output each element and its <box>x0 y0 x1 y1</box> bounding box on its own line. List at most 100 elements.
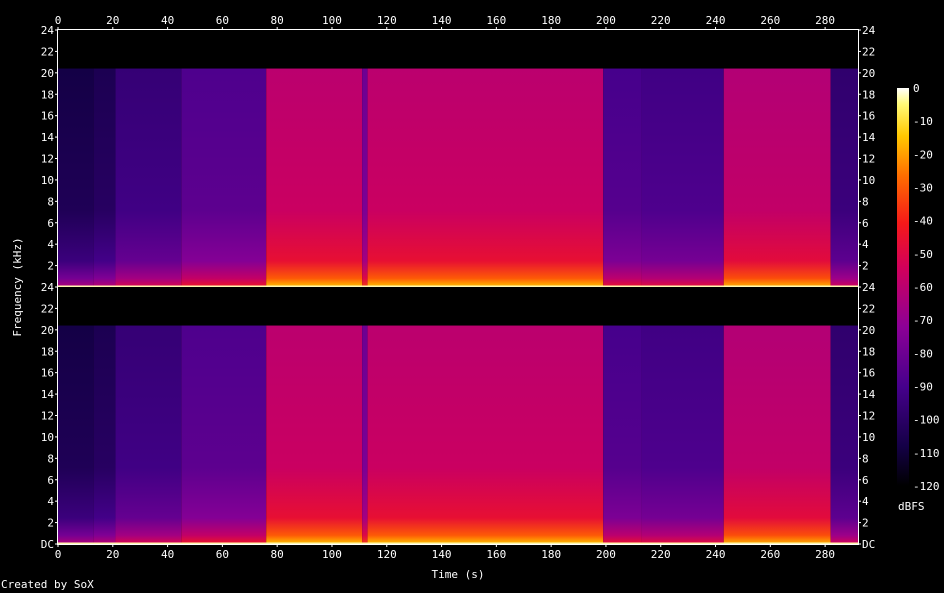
channel-1-segment-8 <box>641 68 724 287</box>
y-axis-label: Frequency (kHz) <box>11 237 24 336</box>
y-tick-left-2-2: 2 <box>47 517 54 530</box>
y-tick-left-2-10: 10 <box>41 431 54 444</box>
x-tick-top-160: 160 <box>486 14 506 27</box>
colorbar-tick--100: -100 <box>913 414 940 427</box>
y-tick-right-1-24: 24 <box>862 24 876 37</box>
channel-2-segment-7 <box>603 325 642 544</box>
x-tick-top-240: 240 <box>706 14 726 27</box>
colorbar-tick--10: -10 <box>913 115 933 128</box>
x-axis-label: Time (s) <box>432 568 485 581</box>
channel-1-segment-1 <box>93 68 116 287</box>
x-tick-bottom-220: 220 <box>651 548 671 561</box>
y-tick-right-1-14: 14 <box>862 131 876 144</box>
y-tick-right-1-4: 4 <box>862 238 869 251</box>
channel-2-segment-9 <box>723 325 831 544</box>
x-tick-top-100: 100 <box>322 14 342 27</box>
channel-1-segment-9 <box>723 68 831 287</box>
y-tick-left-1-4: 4 <box>47 238 54 251</box>
y-tick-left-2-6: 6 <box>47 474 54 487</box>
channel-2-segment-4 <box>266 325 363 544</box>
y-tick-right-1-10: 10 <box>862 174 875 187</box>
y-tick-right-2-8: 8 <box>862 452 869 465</box>
x-tick-bottom-20: 20 <box>106 548 119 561</box>
x-tick-bottom-120: 120 <box>377 548 397 561</box>
x-tick-bottom-180: 180 <box>541 548 561 561</box>
x-tick-top-180: 180 <box>541 14 561 27</box>
x-tick-top-140: 140 <box>432 14 452 27</box>
y-tick-left-2-20: 20 <box>41 324 54 337</box>
y-tick-left-2-DC: DC <box>41 538 54 551</box>
x-tick-top-280: 280 <box>815 14 835 27</box>
x-tick-top-60: 60 <box>216 14 229 27</box>
colorbar-tick--30: -30 <box>913 182 933 195</box>
channel-2-segment-6 <box>367 325 604 544</box>
y-tick-left-1-12: 12 <box>41 153 54 166</box>
y-tick-right-2-2: 2 <box>862 517 869 530</box>
x-tick-bottom-60: 60 <box>216 548 229 561</box>
x-tick-bottom-160: 160 <box>486 548 506 561</box>
x-tick-bottom-40: 40 <box>161 548 174 561</box>
y-tick-left-2-18: 18 <box>41 345 54 358</box>
colorbar <box>897 88 909 486</box>
channel-2-segment-2 <box>115 325 182 544</box>
x-tick-bottom-140: 140 <box>432 548 452 561</box>
colorbar-tick--80: -80 <box>913 347 933 360</box>
y-tick-right-2-22: 22 <box>862 302 875 315</box>
channel-2-segment-5 <box>362 325 368 544</box>
y-tick-right-1-22: 22 <box>862 45 875 58</box>
colorbar-tick--90: -90 <box>913 381 933 394</box>
y-tick-left-2-22: 22 <box>41 302 54 315</box>
colorbar-tick-0: 0 <box>913 82 920 95</box>
channel-2-segment-3 <box>181 325 267 544</box>
x-tick-top-0: 0 <box>55 14 62 27</box>
colorbar-tick--110: -110 <box>913 447 940 460</box>
y-tick-left-1-2: 2 <box>47 260 54 273</box>
y-tick-left-2-8: 8 <box>47 452 54 465</box>
y-tick-right-2-6: 6 <box>862 474 869 487</box>
y-tick-right-1-18: 18 <box>862 88 875 101</box>
credit-text: Created by SoX <box>1 578 94 591</box>
x-tick-top-40: 40 <box>161 14 174 27</box>
x-tick-top-20: 20 <box>106 14 119 27</box>
y-tick-right-2-24: 24 <box>862 281 876 294</box>
x-tick-top-120: 120 <box>377 14 397 27</box>
colorbar-tick--50: -50 <box>913 248 933 261</box>
colorbar-label: dBFS <box>898 500 925 513</box>
colorbar-tick--40: -40 <box>913 215 933 228</box>
y-tick-left-1-20: 20 <box>41 67 54 80</box>
channel-1-segment-7 <box>603 68 642 287</box>
plot-frame <box>57 29 859 545</box>
y-tick-left-1-10: 10 <box>41 174 54 187</box>
y-tick-right-2-18: 18 <box>862 345 875 358</box>
x-tick-bottom-80: 80 <box>271 548 284 561</box>
colorbar-tick--120: -120 <box>913 480 940 493</box>
colorbar-tick--20: -20 <box>913 148 933 161</box>
y-tick-right-1-12: 12 <box>862 153 875 166</box>
channel-1-segment-3 <box>181 68 267 287</box>
x-tick-top-200: 200 <box>596 14 616 27</box>
channel-1-segment-0 <box>58 68 94 287</box>
x-tick-top-80: 80 <box>271 14 284 27</box>
channel-2-segment-10 <box>830 325 858 544</box>
y-tick-left-1-8: 8 <box>47 195 54 208</box>
x-tick-bottom-100: 100 <box>322 548 342 561</box>
channel-1-segment-6 <box>367 68 604 287</box>
y-tick-right-2-DC: DC <box>862 538 875 551</box>
y-tick-left-1-16: 16 <box>41 110 54 123</box>
y-tick-left-1-14: 14 <box>41 131 55 144</box>
y-tick-left-2-24: 24 <box>41 281 55 294</box>
colorbar-tick--70: -70 <box>913 314 933 327</box>
y-tick-left-1-24: 24 <box>41 24 55 37</box>
channel-1-segment-5 <box>362 68 368 287</box>
channel-1-segment-4 <box>266 68 363 287</box>
y-tick-left-2-4: 4 <box>47 495 54 508</box>
y-tick-right-2-20: 20 <box>862 324 875 337</box>
x-tick-bottom-0: 0 <box>55 548 62 561</box>
y-tick-right-2-12: 12 <box>862 410 875 423</box>
y-tick-left-1-6: 6 <box>47 217 54 230</box>
y-tick-right-1-8: 8 <box>862 195 869 208</box>
y-tick-right-1-20: 20 <box>862 67 875 80</box>
y-tick-left-1-18: 18 <box>41 88 54 101</box>
y-tick-right-2-16: 16 <box>862 367 875 380</box>
